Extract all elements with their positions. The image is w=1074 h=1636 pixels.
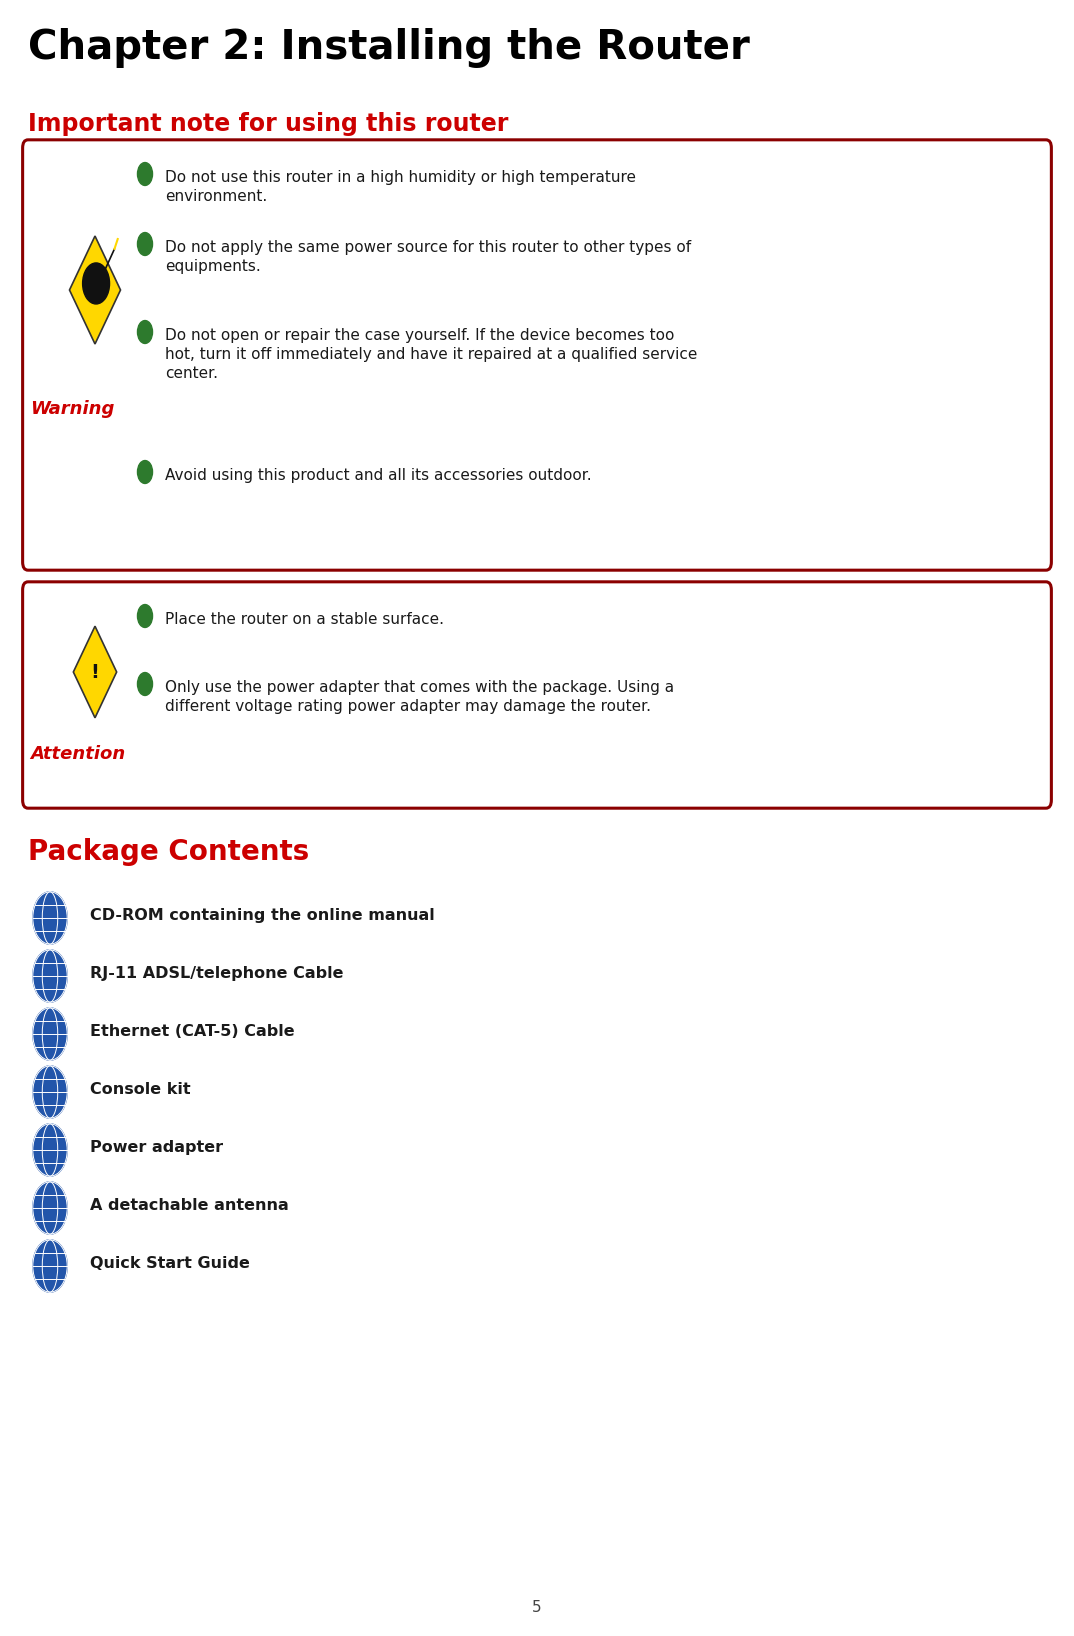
Text: Warning: Warning bbox=[30, 399, 114, 419]
Text: Quick Start Guide: Quick Start Guide bbox=[90, 1256, 250, 1271]
Circle shape bbox=[33, 1008, 68, 1060]
Circle shape bbox=[33, 951, 68, 1003]
Circle shape bbox=[33, 1124, 68, 1176]
Text: Do not use this router in a high humidity or high temperature
environment.: Do not use this router in a high humidit… bbox=[165, 170, 636, 204]
Text: Attention: Attention bbox=[30, 744, 126, 762]
Text: Place the router on a stable surface.: Place the router on a stable surface. bbox=[165, 612, 444, 627]
Polygon shape bbox=[70, 236, 120, 344]
Circle shape bbox=[33, 1181, 68, 1234]
Text: CD-ROM containing the online manual: CD-ROM containing the online manual bbox=[90, 908, 435, 923]
Circle shape bbox=[137, 162, 153, 185]
Text: 5: 5 bbox=[533, 1600, 541, 1615]
Polygon shape bbox=[73, 627, 117, 718]
Text: Avoid using this product and all its accessories outdoor.: Avoid using this product and all its acc… bbox=[165, 468, 592, 483]
Circle shape bbox=[33, 1065, 68, 1117]
Text: RJ-11 ADSL/telephone Cable: RJ-11 ADSL/telephone Cable bbox=[90, 965, 344, 982]
Circle shape bbox=[137, 605, 153, 628]
Circle shape bbox=[137, 321, 153, 344]
Circle shape bbox=[83, 263, 110, 304]
FancyBboxPatch shape bbox=[23, 582, 1051, 808]
Circle shape bbox=[33, 1240, 68, 1292]
Circle shape bbox=[137, 232, 153, 255]
Text: Console kit: Console kit bbox=[90, 1081, 190, 1098]
Text: Important note for using this router: Important note for using this router bbox=[28, 111, 508, 136]
Text: Power adapter: Power adapter bbox=[90, 1140, 223, 1155]
Text: Only use the power adapter that comes with the package. Using a
different voltag: Only use the power adapter that comes wi… bbox=[165, 681, 674, 715]
Text: Do not open or repair the case yourself. If the device becomes too
hot, turn it : Do not open or repair the case yourself.… bbox=[165, 327, 697, 381]
Text: Do not apply the same power source for this router to other types of
equipments.: Do not apply the same power source for t… bbox=[165, 240, 692, 275]
FancyBboxPatch shape bbox=[23, 139, 1051, 571]
Text: A detachable antenna: A detachable antenna bbox=[90, 1198, 289, 1212]
Text: Ethernet (CAT-5) Cable: Ethernet (CAT-5) Cable bbox=[90, 1024, 294, 1039]
Text: Package Contents: Package Contents bbox=[28, 838, 309, 865]
Circle shape bbox=[137, 672, 153, 695]
Text: !: ! bbox=[90, 663, 100, 682]
Circle shape bbox=[137, 461, 153, 484]
Text: Chapter 2: Installing the Router: Chapter 2: Installing the Router bbox=[28, 28, 750, 69]
Circle shape bbox=[33, 892, 68, 944]
